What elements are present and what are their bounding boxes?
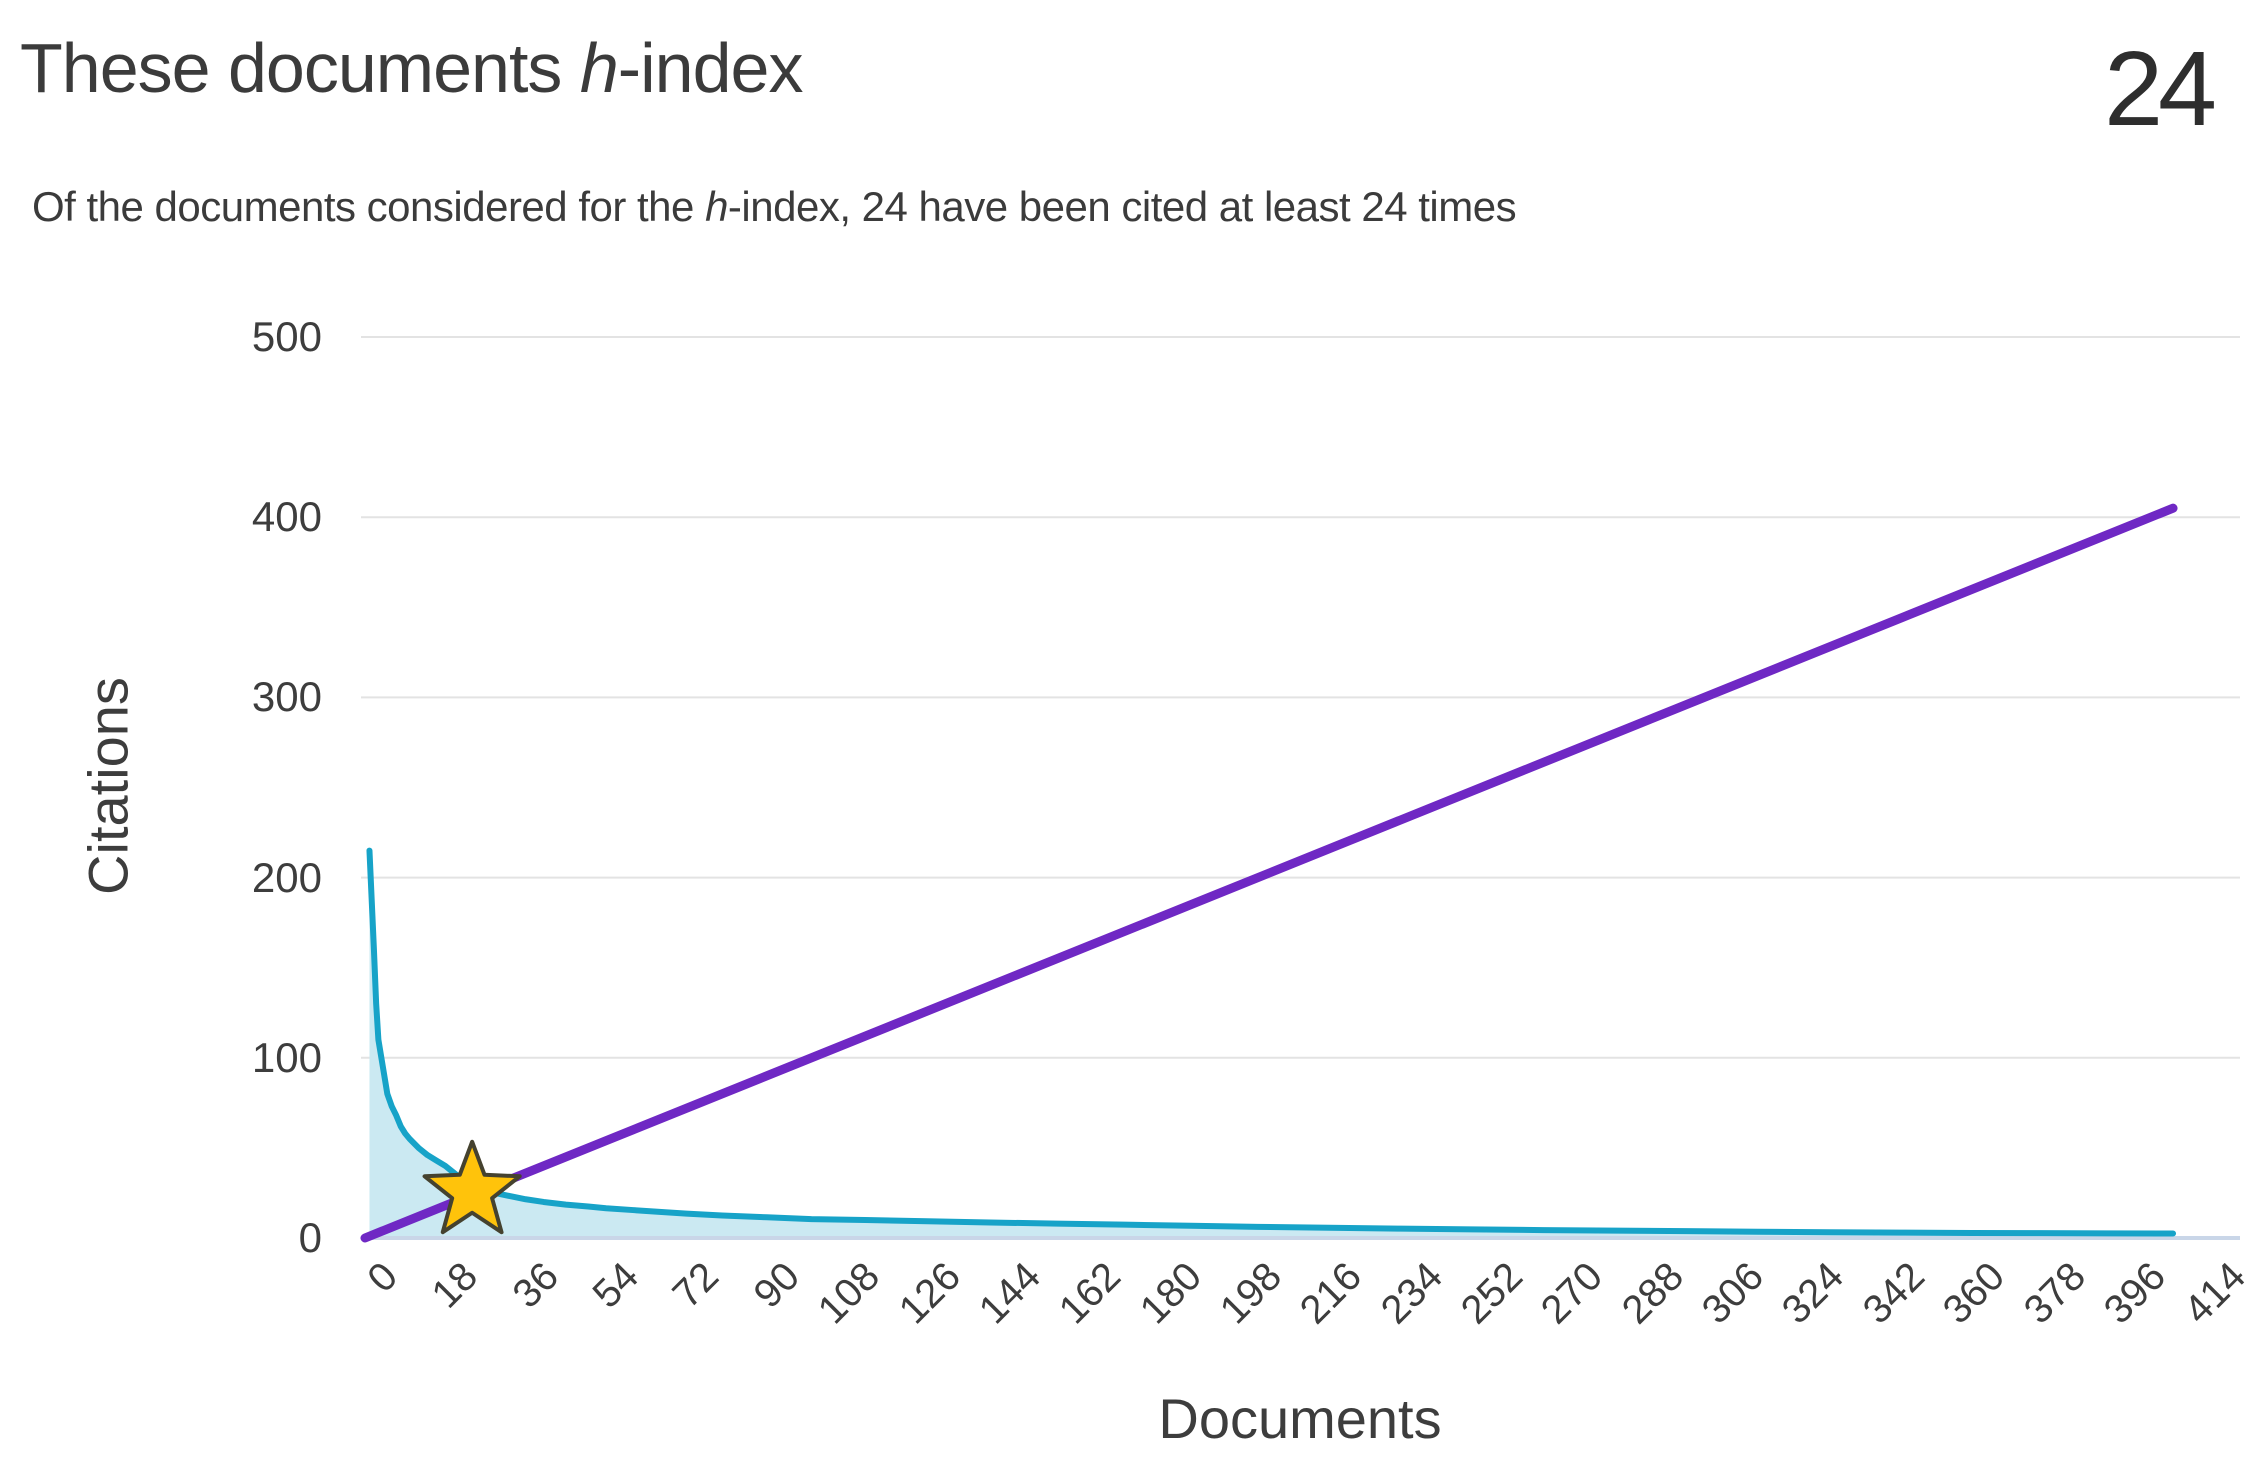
subtitle: Of the documents considered for the h-in…	[32, 182, 1517, 232]
citations-line	[366, 847, 2177, 1237]
y-tick-label-100: 100	[251, 1033, 322, 1081]
citations-area-fill	[369, 850, 2174, 1238]
subtitle-suffix: -index, 24 have been cited at least 24 t…	[727, 183, 1517, 230]
h-index-star-marker	[422, 1139, 522, 1235]
y-tick-label-500: 500	[251, 313, 322, 360]
page-title: These documents h-index	[20, 29, 804, 107]
h-index-value: 24	[2104, 30, 2217, 148]
title-text: These documents	[20, 29, 580, 107]
y-tick-label-300: 300	[251, 673, 322, 721]
y-axis-title: Citations	[76, 677, 140, 895]
h-threshold-line	[360, 503, 2178, 1243]
title-h-italic: h	[579, 29, 619, 107]
y-tick-label-0: 0	[298, 1214, 322, 1261]
subtitle-h-italic: h	[705, 183, 728, 230]
subtitle-text: Of the documents considered for the	[32, 183, 706, 230]
x-axis-title: Documents	[1158, 1387, 1442, 1450]
y-tick-label-200: 200	[251, 853, 322, 901]
y-tick-label-400: 400	[251, 493, 322, 541]
title-suffix: -index	[617, 29, 804, 107]
